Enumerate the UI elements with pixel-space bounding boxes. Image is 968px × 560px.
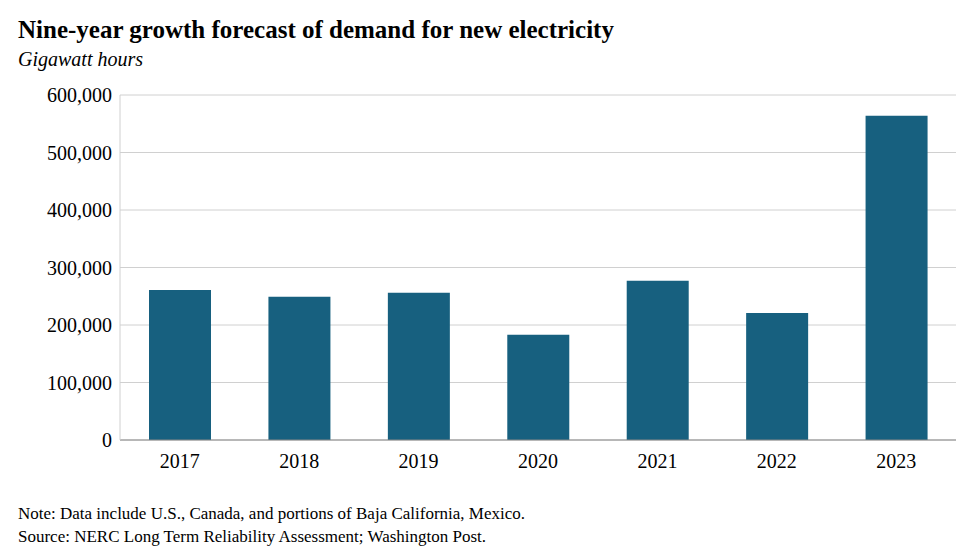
svg-text:500,000: 500,000	[47, 142, 112, 164]
svg-text:200,000: 200,000	[47, 314, 112, 336]
svg-text:2022: 2022	[757, 450, 797, 472]
html-text:Nine-year growth forecast of d: Nine-year growth forecast of demand for …	[18, 16, 614, 43]
html-text:Note: Data include U.S., Canad: Note: Data include U.S., Canada, and por…	[18, 504, 525, 523]
svg-text:2018: 2018	[279, 450, 319, 472]
svg-text:400,000: 400,000	[47, 199, 112, 221]
html-text:Source: NERC Long Term Reliabi: Source: NERC Long Term Reliability Asses…	[18, 527, 487, 546]
svg-text:600,000: 600,000	[47, 84, 112, 106]
svg-text:2023: 2023	[876, 450, 916, 472]
html-text:Gigawatt hours: Gigawatt hours	[18, 48, 143, 70]
svg-text:0: 0	[102, 429, 112, 451]
svg-text:2020: 2020	[518, 450, 558, 472]
svg-text:2021: 2021	[637, 450, 677, 472]
svg-text:2017: 2017	[160, 450, 200, 472]
svg-text:300,000: 300,000	[47, 257, 112, 279]
svg-text:100,000: 100,000	[47, 372, 112, 394]
svg-text:2019: 2019	[399, 450, 439, 472]
